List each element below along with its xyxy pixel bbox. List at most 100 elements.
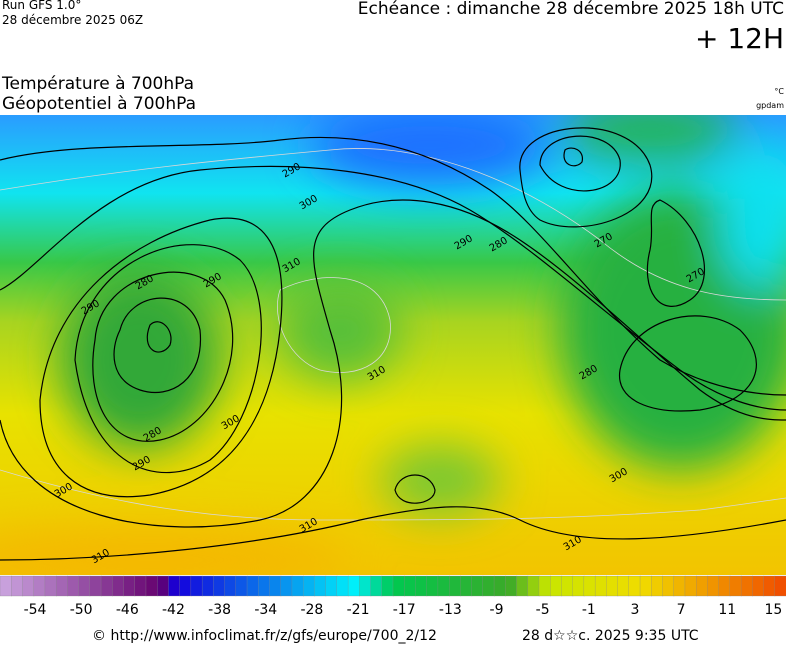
colorbar-swatch	[370, 575, 383, 597]
colorbar-label: -38	[208, 602, 231, 618]
unit-geo: gpdam	[756, 101, 784, 110]
colorbar-swatch	[471, 575, 484, 597]
colorbar-swatch	[246, 575, 259, 597]
colorbar-swatch	[44, 575, 57, 597]
colorbar-swatch	[392, 575, 405, 597]
colorbar-swatch	[145, 575, 158, 597]
colorbar-label: -34	[254, 602, 277, 618]
colorbar-label: -1	[582, 602, 596, 618]
colorbar-label: 7	[677, 602, 686, 618]
colorbar-swatch	[78, 575, 91, 597]
run-label: Run GFS 1.0°	[2, 0, 81, 12]
colorbar-swatch	[11, 575, 24, 597]
colorbar-swatch	[437, 575, 450, 597]
colorbar-label: -13	[439, 602, 462, 618]
colorbar-label: -46	[116, 602, 139, 618]
colorbar-swatch	[100, 575, 113, 597]
colorbar-swatch	[561, 575, 574, 597]
colorbar-label: -50	[70, 602, 93, 618]
colorbar-swatch	[729, 575, 742, 597]
colorbar-label: 15	[764, 602, 782, 618]
colorbar-swatch	[673, 575, 686, 597]
unit-temp: °C	[774, 87, 784, 96]
colorbar-swatch	[381, 575, 394, 597]
colorbar-swatch	[740, 575, 753, 597]
colorbar-swatch	[696, 575, 709, 597]
isotherms	[0, 148, 786, 521]
colorbar-swatch	[718, 575, 731, 597]
title-temperature: Température à 700hPa	[1, 74, 194, 94]
colorbar-swatch	[415, 575, 428, 597]
colorbar-swatch	[291, 575, 304, 597]
colorbar-swatch	[280, 575, 293, 597]
colorbar-swatch	[752, 575, 765, 597]
colorbar-swatch	[639, 575, 652, 597]
colorbar-label: -5	[536, 602, 550, 618]
colorbar-swatch	[134, 575, 147, 597]
colorbar-swatch	[493, 575, 506, 597]
colorbar-swatch	[33, 575, 46, 597]
colorbar-swatch	[258, 575, 271, 597]
colorbar-label: -9	[490, 602, 504, 618]
generated-time: 28 d☆☆c. 2025 9:35 UTC	[522, 628, 699, 644]
colorbar-swatch	[628, 575, 641, 597]
colorbar-swatch	[707, 575, 720, 597]
colorbar-swatch	[426, 575, 439, 597]
colorbar-swatch	[583, 575, 596, 597]
colorbar-label: -17	[393, 602, 416, 618]
colorbar-swatch	[763, 575, 776, 597]
colorbar-label: -42	[162, 602, 185, 618]
temperature-blobs	[0, 115, 786, 575]
colorbar-swatch	[303, 575, 316, 597]
colorbar-swatch	[662, 575, 675, 597]
colorbar-swatch	[460, 575, 473, 597]
colorbar-swatch	[168, 575, 181, 597]
colorbar-swatch	[482, 575, 495, 597]
colorbar-swatch	[22, 575, 35, 597]
colorbar-swatch	[516, 575, 529, 597]
colorbar-swatch	[89, 575, 102, 597]
colorbar-swatch	[359, 575, 372, 597]
colorbar-swatch	[347, 575, 360, 597]
colorbar-swatch	[67, 575, 80, 597]
colorbar-swatch	[527, 575, 540, 597]
colorbar-swatch	[325, 575, 338, 597]
colorbar-label: -28	[300, 602, 323, 618]
colorbar-swatch	[269, 575, 282, 597]
source-url: © http://www.infoclimat.fr/z/gfs/europe/…	[92, 628, 437, 644]
colorbar-swatch	[190, 575, 203, 597]
colorbar-swatch	[224, 575, 237, 597]
header: Run GFS 1.0° 28 décembre 2025 06Z Echéan…	[1, 0, 784, 114]
colorbar-swatch	[213, 575, 226, 597]
colorbar-label: 3	[630, 602, 639, 618]
map: 2903003102902802902802903003003103103103…	[0, 115, 786, 575]
colorbar-swatch	[774, 575, 786, 597]
colorbar-labels: -54 -50 -46 -42 -38 -34 -28 -21 -17 -13 -9 -5 -1 3 7 11…	[24, 602, 783, 618]
colorbar-swatch	[448, 575, 462, 597]
colorbar-swatch	[684, 575, 697, 597]
lead-time: + 12H	[695, 22, 784, 55]
colorbar-swatch	[606, 575, 619, 597]
colorbar-label: -21	[347, 602, 370, 618]
colorbar-swatch	[0, 575, 12, 597]
colorbar-swatch	[404, 575, 417, 597]
colorbar-swatch	[235, 575, 248, 597]
footer: © http://www.infoclimat.fr/z/gfs/europe/…	[92, 628, 699, 644]
colorbar-swatch	[112, 575, 125, 597]
colorbar-swatch	[538, 575, 551, 597]
title-geopotential: Géopotentiel à 700hPa	[2, 94, 196, 114]
colorbar-label: 11	[718, 602, 736, 618]
colorbar-swatch	[336, 575, 349, 597]
colorbar-swatch	[201, 575, 214, 597]
colorbar-swatch	[594, 575, 607, 597]
colorbar-swatch	[55, 575, 69, 597]
colorbar	[0, 575, 786, 597]
colorbar-swatch	[157, 575, 170, 597]
geopotential-contours	[0, 127, 786, 561]
colorbar-swatch	[314, 575, 327, 597]
colorbar-swatch	[550, 575, 563, 597]
colorbar-swatch	[179, 575, 192, 597]
valid-time: Echéance : dimanche 28 décembre 2025 18h…	[358, 0, 784, 19]
colorbar-swatch	[123, 575, 136, 597]
